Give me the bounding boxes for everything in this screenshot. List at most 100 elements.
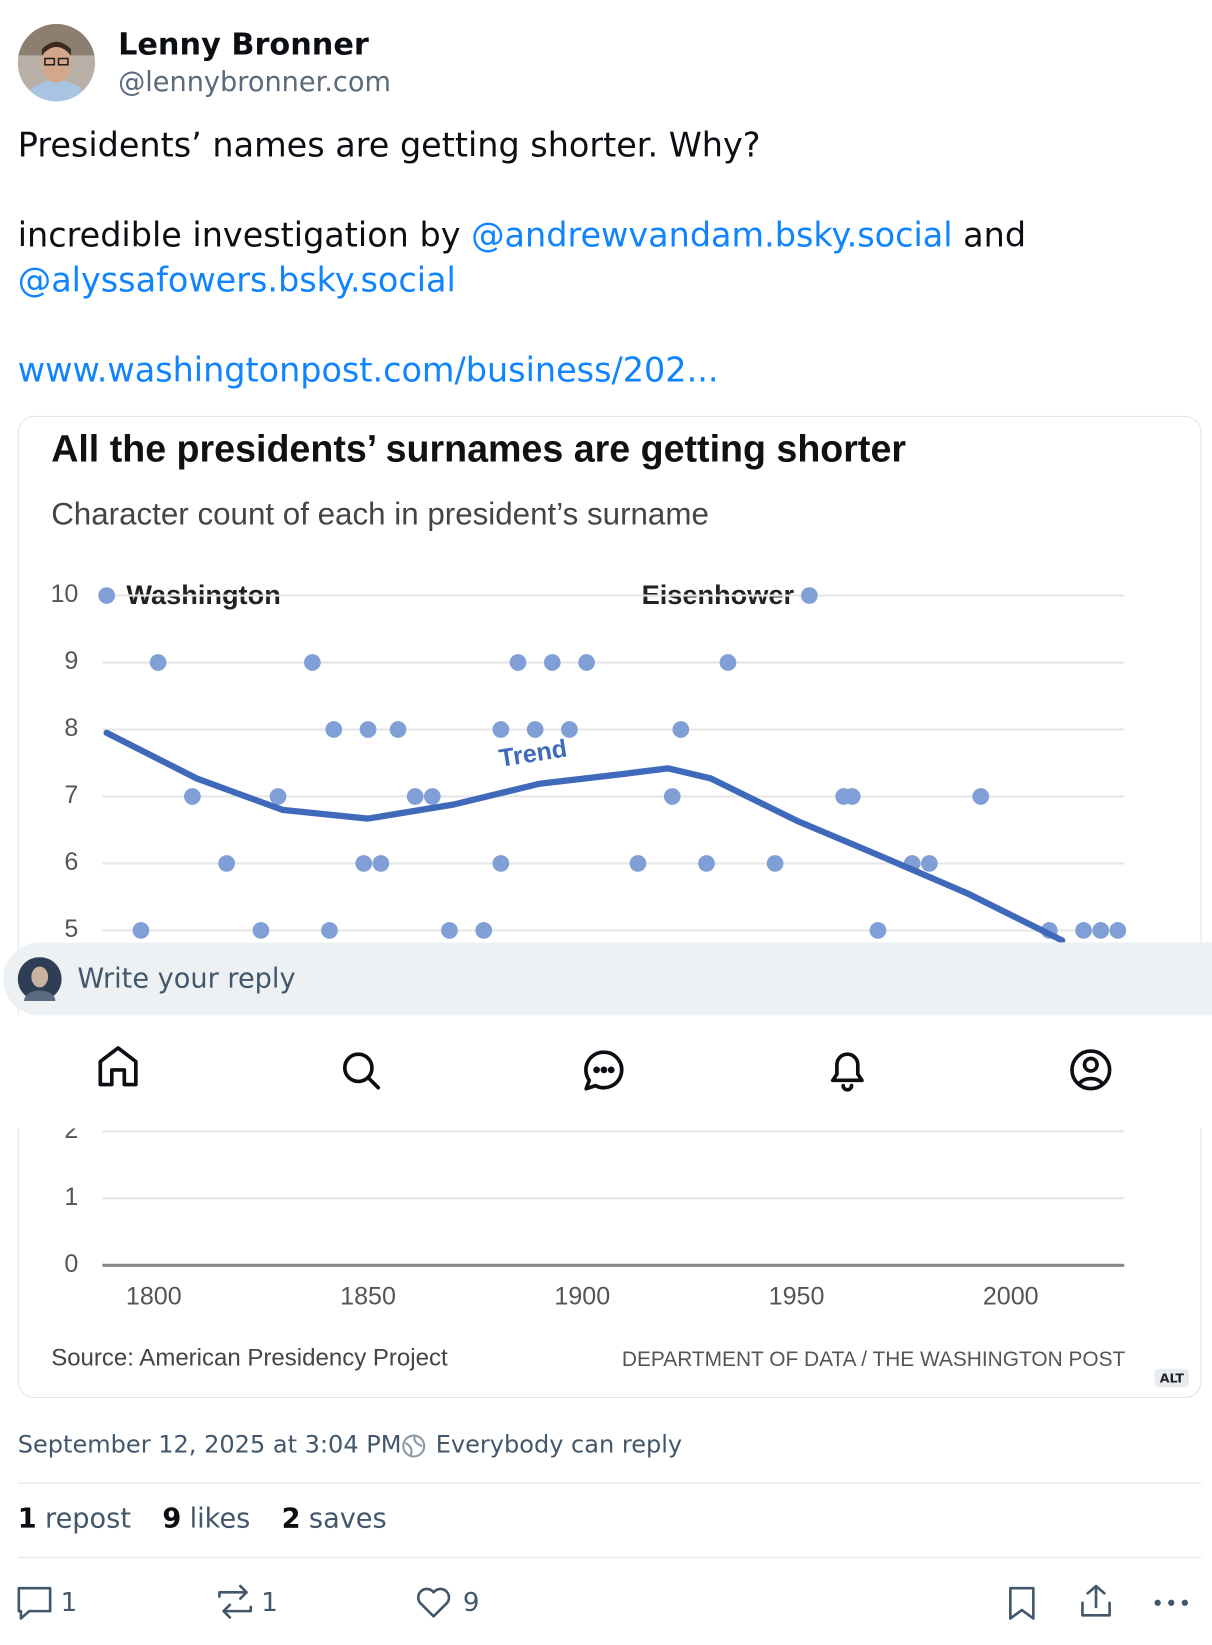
text: and xyxy=(952,215,1027,255)
share-icon[interactable] xyxy=(1081,1584,1111,1617)
more-icon[interactable] xyxy=(1154,1599,1188,1606)
like-icon[interactable] xyxy=(417,1587,451,1618)
stat-count: 2 xyxy=(281,1503,301,1535)
nav-icons xyxy=(98,1046,1112,1092)
data-point xyxy=(423,788,441,805)
trend-line xyxy=(103,729,1066,944)
home-icon[interactable] xyxy=(98,1046,138,1087)
data-point xyxy=(98,587,116,604)
stat[interactable]: 2 saves xyxy=(282,1504,387,1535)
data-point xyxy=(698,855,715,872)
reply-icon[interactable] xyxy=(17,1586,52,1620)
author-name[interactable]: Lenny Bronner xyxy=(118,26,369,62)
data-point xyxy=(1092,922,1110,939)
data-point xyxy=(663,788,681,805)
x-tick-label: 1850 xyxy=(340,1282,396,1310)
data-point xyxy=(252,922,270,939)
stat[interactable]: 9 likes xyxy=(162,1504,250,1535)
repost-icon[interactable] xyxy=(218,1584,253,1619)
data-point xyxy=(372,855,390,872)
bell-icon[interactable] xyxy=(830,1052,864,1092)
data-point xyxy=(766,855,784,872)
data-point xyxy=(149,654,167,671)
x-tick-label: 1900 xyxy=(554,1282,610,1310)
user-avatar xyxy=(17,957,62,1001)
stat-count: 1 xyxy=(17,1503,37,1535)
data-point xyxy=(920,855,938,872)
data-point xyxy=(509,654,527,671)
data-point xyxy=(475,922,493,939)
data-point xyxy=(269,788,287,805)
data-point xyxy=(843,788,861,805)
action-count: 9 xyxy=(462,1587,480,1618)
reply-setting[interactable]: Everybody can reply xyxy=(435,1431,683,1459)
reply-bar[interactable] xyxy=(3,942,1212,1016)
stat[interactable]: 1 repost xyxy=(18,1504,131,1535)
globe-icon xyxy=(402,1434,426,1458)
profile-icon[interactable] xyxy=(1070,1049,1112,1091)
mention-link[interactable]: @andrewvandam.bsky.social xyxy=(471,215,953,255)
y-tick-label: 1 xyxy=(64,1183,78,1211)
text: incredible investigation by xyxy=(17,215,472,255)
data-point xyxy=(355,855,373,872)
x-tick-label: 2000 xyxy=(983,1282,1039,1310)
stats: 1 repost 9 likes 2 saves xyxy=(18,1504,387,1535)
data-point xyxy=(321,922,338,939)
y-tick-label: 8 xyxy=(64,714,78,742)
divider xyxy=(17,1556,1202,1558)
y-tick-label: 7 xyxy=(64,781,78,809)
data-point xyxy=(869,922,887,939)
post-text: Presidents’ names are getting shorter. W… xyxy=(17,125,761,166)
data-point xyxy=(526,721,544,738)
action-count: 1 xyxy=(60,1587,78,1618)
author-avatar[interactable] xyxy=(17,24,96,102)
alt-badge[interactable]: ALT xyxy=(1154,1368,1190,1388)
x-tick-label: 1950 xyxy=(769,1282,825,1310)
data-point xyxy=(492,721,510,738)
data-point xyxy=(1109,922,1127,939)
y-tick-label: 9 xyxy=(64,647,78,675)
data-point xyxy=(492,855,510,872)
data-point xyxy=(359,721,377,738)
data-point xyxy=(218,855,236,872)
annotation: Washington xyxy=(126,579,280,610)
data-point xyxy=(578,654,595,671)
image-card[interactable] xyxy=(17,415,1202,1398)
stat-count: 9 xyxy=(162,1503,182,1535)
x-tick-label: 1800 xyxy=(126,1282,182,1310)
data-point xyxy=(325,721,343,738)
stat-label: saves xyxy=(308,1503,387,1535)
action-count: 1 xyxy=(261,1587,278,1618)
data-point xyxy=(303,654,321,671)
bookmark-icon[interactable] xyxy=(1009,1586,1035,1620)
divider xyxy=(17,1482,1202,1484)
y-tick-label: 5 xyxy=(64,915,78,943)
url-link[interactable]: www.washingtonpost.com/business/202... xyxy=(17,350,719,390)
search-icon[interactable] xyxy=(342,1052,381,1090)
chat-icon[interactable] xyxy=(584,1050,624,1091)
data-point xyxy=(972,788,990,805)
data-point xyxy=(389,721,407,738)
chart-credit: DEPARTMENT OF DATA / THE WASHINGTON POST xyxy=(622,1348,1126,1371)
annotation: Eisenhower xyxy=(642,579,795,610)
data-point xyxy=(561,721,578,738)
data-point xyxy=(184,788,201,805)
post-date: September 12, 2025 at 3:04 PM xyxy=(17,1431,402,1459)
data-point xyxy=(801,587,818,604)
author-handle[interactable]: @lennybronner.com xyxy=(118,66,391,99)
data-point xyxy=(629,855,647,872)
data-point xyxy=(672,721,690,738)
stat-label: likes xyxy=(189,1503,251,1535)
data-point xyxy=(719,654,737,671)
action-icons xyxy=(17,1584,1188,1620)
trend-label: Trend xyxy=(497,735,569,773)
post-text: incredible investigation by @andrewvanda… xyxy=(18,215,1026,255)
reply-placeholder[interactable]: Write your reply xyxy=(77,963,296,995)
y-tick-label: 6 xyxy=(64,848,78,876)
data-point xyxy=(1075,922,1092,939)
chart-subtitle: Character count of each in president’s s… xyxy=(51,496,709,531)
y-tick-label: 0 xyxy=(64,1250,78,1278)
mention-link[interactable]: @alyssafowers.bsky.social xyxy=(17,260,456,300)
